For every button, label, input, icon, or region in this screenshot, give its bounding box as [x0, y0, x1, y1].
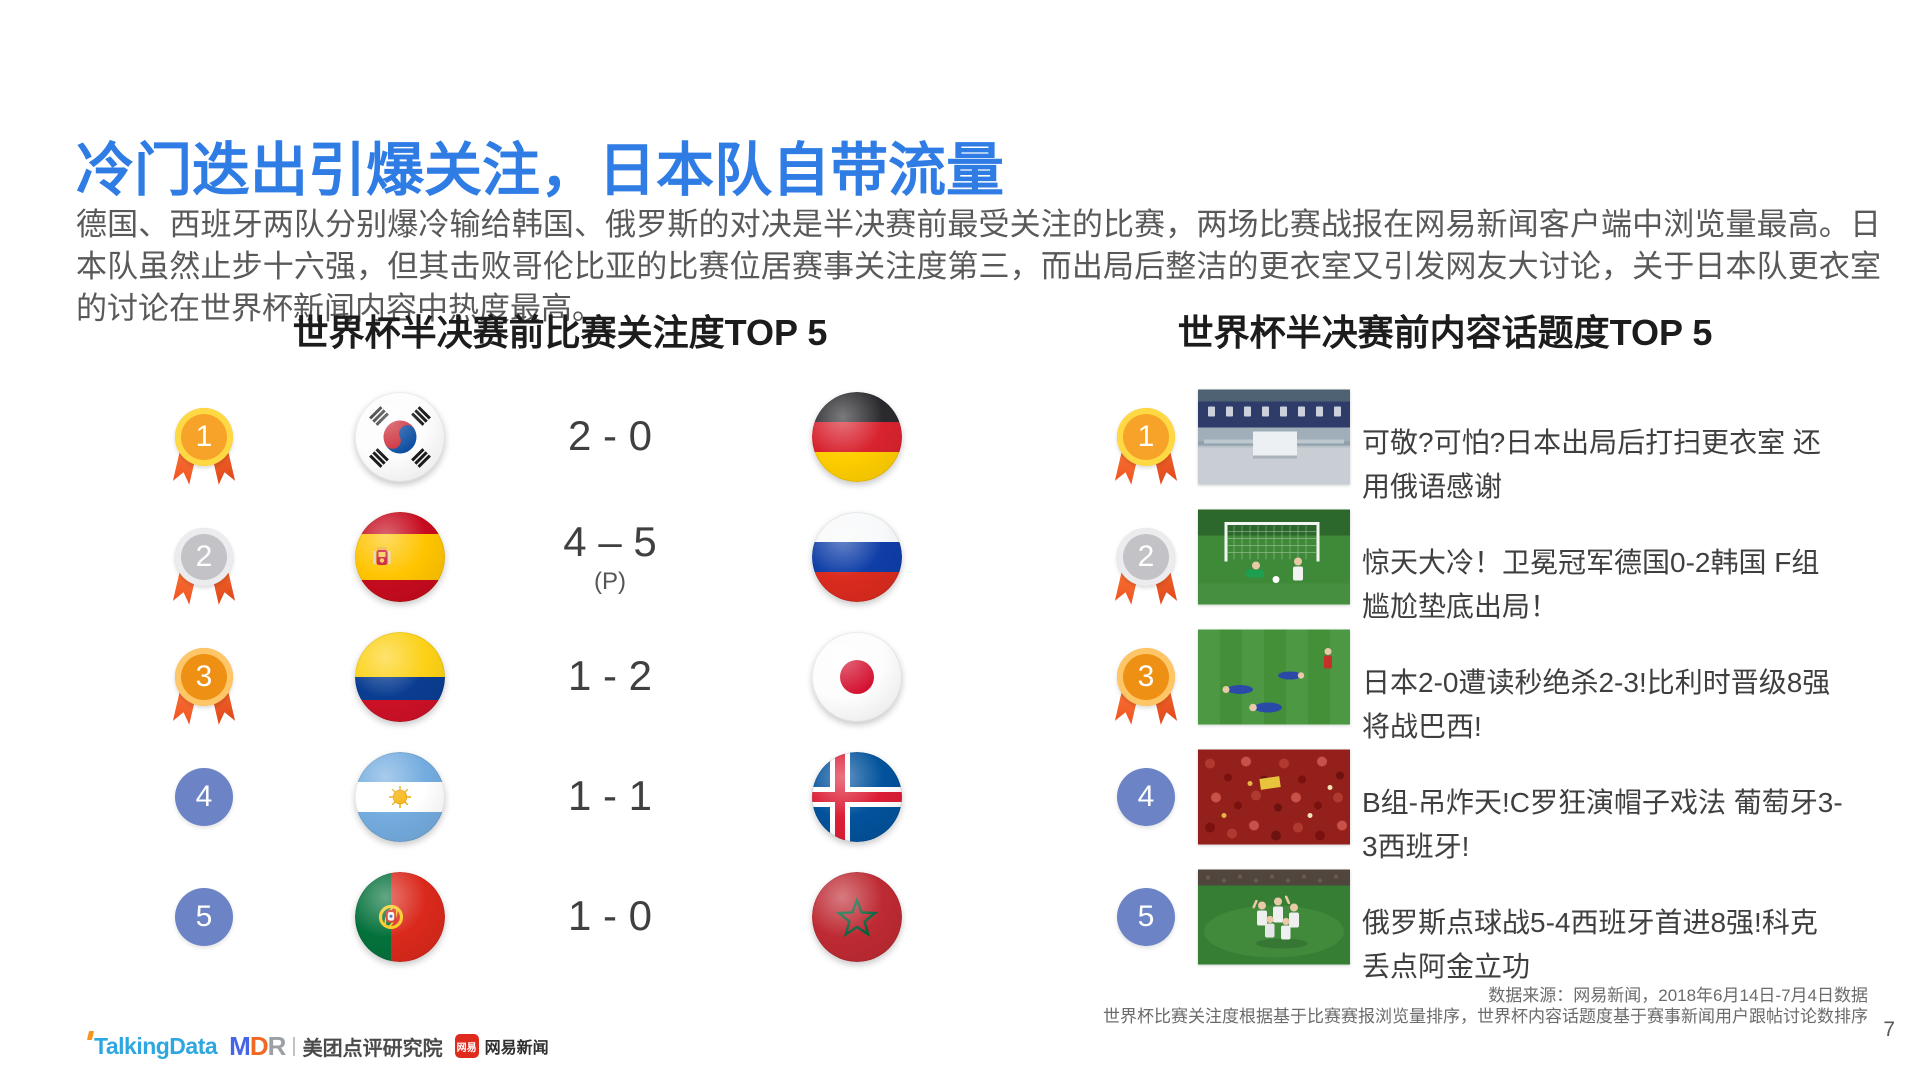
news-headline: 可敬?可怕?日本出局后打扫更衣室 还用俄语感谢	[1362, 427, 1821, 502]
footer-logos: TalkingData MDR | 美团点评研究院 网易 网易新闻	[86, 1030, 549, 1062]
page-number: 7	[1883, 1018, 1895, 1041]
match-row-1: 1 2 - 0	[0, 377, 1921, 497]
mdr-institute-name: 美团点评研究院	[302, 1037, 443, 1060]
rank-2-medal-icon: 2	[175, 528, 233, 586]
match-score: 1 - 1	[567, 772, 653, 819]
flag-south-korea-icon	[355, 392, 445, 482]
rank-number: 4	[1117, 768, 1175, 826]
flag-japan-icon	[812, 632, 902, 722]
thumbnail-locker-room-image	[1198, 389, 1350, 485]
page-title: 冷门迭出引爆关注，日本队自带流量	[76, 137, 1005, 203]
rank-5-medal-icon: 5	[175, 888, 233, 946]
rank-2-medal-icon: 2	[1117, 528, 1175, 586]
thumbnail-team-celebration-image	[1198, 869, 1350, 965]
news-headline: 俄罗斯点球战5-4西班牙首进8强!科克丢点阿金立功	[1362, 907, 1818, 982]
rank-number: 3	[175, 648, 233, 706]
rank-number: 5	[1117, 888, 1175, 946]
rank-1-medal-icon: 1	[175, 408, 233, 466]
match-row-5: 5 1 - 0	[0, 857, 1921, 977]
topic-row-4: 4 B组-吊炸天!C罗狂演帽子戏法 葡萄牙3-3西班牙!	[0, 737, 1921, 862]
match-row-2: 2 4 – 5 (P)	[0, 497, 1921, 617]
flag-spain-icon	[355, 512, 445, 602]
match-row-3: 3 1 - 2	[0, 617, 1921, 737]
rank-3-medal-icon: 3	[1117, 648, 1175, 706]
thumbnail-red-crowd-image	[1198, 749, 1350, 845]
flag-iceland-icon	[812, 752, 902, 842]
thumbnail-goal-scene-image	[1198, 509, 1350, 605]
match-score: 2 - 0	[567, 412, 653, 459]
rank-3-medal-icon: 3	[175, 648, 233, 706]
netease-news-name: 网易新闻	[484, 1040, 549, 1057]
rank-number: 4	[175, 768, 233, 826]
match-ranking-header: 世界杯半决赛前比赛关注度TOP 5	[292, 312, 828, 353]
topic-row-3: 3 日本2-0遭读秒绝杀2-3!比利时晋级8强将战巴西!	[0, 617, 1921, 742]
rank-number: 1	[175, 408, 233, 466]
mdr-logo: MDR | 美团点评研究院	[229, 1031, 442, 1062]
news-headline: B组-吊炸天!C罗狂演帽子戏法 葡萄牙3-3西班牙!	[1362, 787, 1843, 862]
netease-news-logo: 网易 网易新闻	[454, 1034, 549, 1058]
news-headline: 惊天大冷！卫冕冠军德国0-2韩国 F组尴尬垫底出局！	[1362, 547, 1820, 622]
talkingdata-wordmark: TalkingData	[94, 1032, 218, 1059]
penalty-note: (P)	[593, 568, 626, 595]
rank-5-medal-icon: 5	[1117, 888, 1175, 946]
thumbnail-players-on-pitch-image	[1198, 629, 1350, 725]
methodology-line: 世界杯比赛关注度根据基于比赛赛报浏览量排序，世界杯内容话题度基于赛事新闻用户跟帖…	[1103, 1007, 1868, 1026]
topic-row-5: 5 俄罗斯点球战5-4西班牙首进8强!科克丢点阿金立功	[0, 857, 1921, 982]
rank-4-medal-icon: 4	[1117, 768, 1175, 826]
logo-divider: |	[291, 1034, 297, 1057]
rank-1-medal-icon: 1	[1117, 408, 1175, 466]
rank-4-medal-icon: 4	[175, 768, 233, 826]
mdr-acronym: MDR	[229, 1030, 286, 1061]
talkingdata-logo: TalkingData	[86, 1030, 218, 1060]
rank-number: 3	[1117, 648, 1175, 706]
topic-row-1: 1 可敬?可怕?日本出局后打扫更衣室 还用俄语感谢	[0, 377, 1921, 502]
rank-number: 5	[175, 888, 233, 946]
rank-number: 2	[175, 528, 233, 586]
intro-paragraph: 德国、西班牙两队分别爆冷输给韩国、俄罗斯的对决是半决赛前最受关注的比赛，两场比赛…	[76, 207, 1881, 326]
topic-ranking-header: 世界杯半决赛前内容话题度TOP 5	[1177, 312, 1713, 353]
rank-number: 2	[1117, 528, 1175, 586]
match-row-4: 4 1 - 1	[0, 737, 1921, 857]
data-source-line: 数据来源：网易新闻，2018年6月14日-7月4日数据	[1488, 986, 1868, 1005]
match-score: 1 - 2	[567, 652, 653, 699]
news-headline: 日本2-0遭读秒绝杀2-3!比利时晋级8强将战巴西!	[1362, 667, 1831, 742]
flag-morocco-icon	[812, 872, 902, 962]
match-score: 1 - 0	[567, 892, 653, 939]
rank-number: 1	[1117, 408, 1175, 466]
netease-badge-icon: 网易	[454, 1034, 479, 1058]
topic-row-2: 2 惊天大冷！卫冕冠军德国0-2韩国 F组尴尬垫底出局！	[0, 497, 1921, 622]
match-score: 4 – 5	[563, 518, 657, 565]
